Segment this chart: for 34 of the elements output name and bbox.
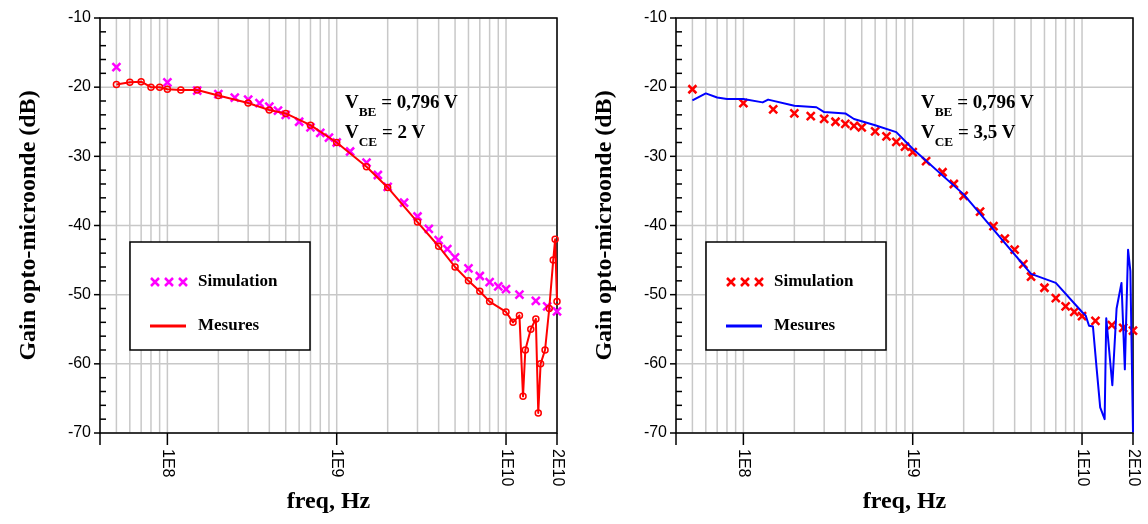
y-tick-label: -60 (643, 354, 668, 372)
y-tick-label: -70 (67, 423, 92, 441)
y-tick-label: -30 (67, 146, 92, 164)
y-tick-label: -20 (67, 77, 92, 95)
y-tick-label: -10 (643, 8, 668, 26)
x-tick-label: 1E10 (1074, 449, 1092, 487)
legend-label: Simulation (774, 270, 854, 290)
y-tick-label: -60 (67, 354, 92, 372)
y-tick-label: -40 (643, 215, 668, 233)
legend-label: Mesures (198, 314, 260, 334)
x-tick-label: 2E10 (1125, 449, 1143, 487)
x-axis-title: freq, Hz (286, 487, 371, 513)
x-tick-label: 2E10 (549, 449, 567, 487)
annotation: V$_{BE}$ = 0,796 V (921, 91, 1034, 119)
annotation: V$_{CE}$ = 2 V (345, 121, 426, 149)
x-tick-label: 1E9 (329, 449, 347, 478)
x-tick-label: 1E8 (736, 449, 754, 478)
y-tick-label: -30 (643, 146, 668, 164)
legend-label: Simulation (198, 270, 278, 290)
y-axis-title: Gain opto-microonde (dB) (590, 90, 616, 361)
y-tick-label: -20 (643, 77, 668, 95)
y-tick-label: -70 (643, 423, 668, 441)
y-tick-label: -10 (67, 8, 92, 26)
x-tick-label: 1E10 (498, 449, 516, 487)
x-tick-label: 1E8 (160, 449, 178, 478)
y-tick-label: -50 (67, 284, 92, 302)
y-tick-label: -40 (67, 215, 92, 233)
y-tick-label: -50 (643, 284, 668, 302)
annotation: V$_{CE}$ = 3,5 V (921, 121, 1016, 149)
x-axis-title: freq, Hz (862, 487, 947, 513)
y-axis-title: Gain opto-microonde (dB) (14, 90, 40, 361)
x-tick-label: 1E9 (905, 449, 923, 478)
legend-label: Mesures (774, 314, 836, 334)
annotation: V$_{BE}$ = 0,796 V (345, 91, 458, 119)
